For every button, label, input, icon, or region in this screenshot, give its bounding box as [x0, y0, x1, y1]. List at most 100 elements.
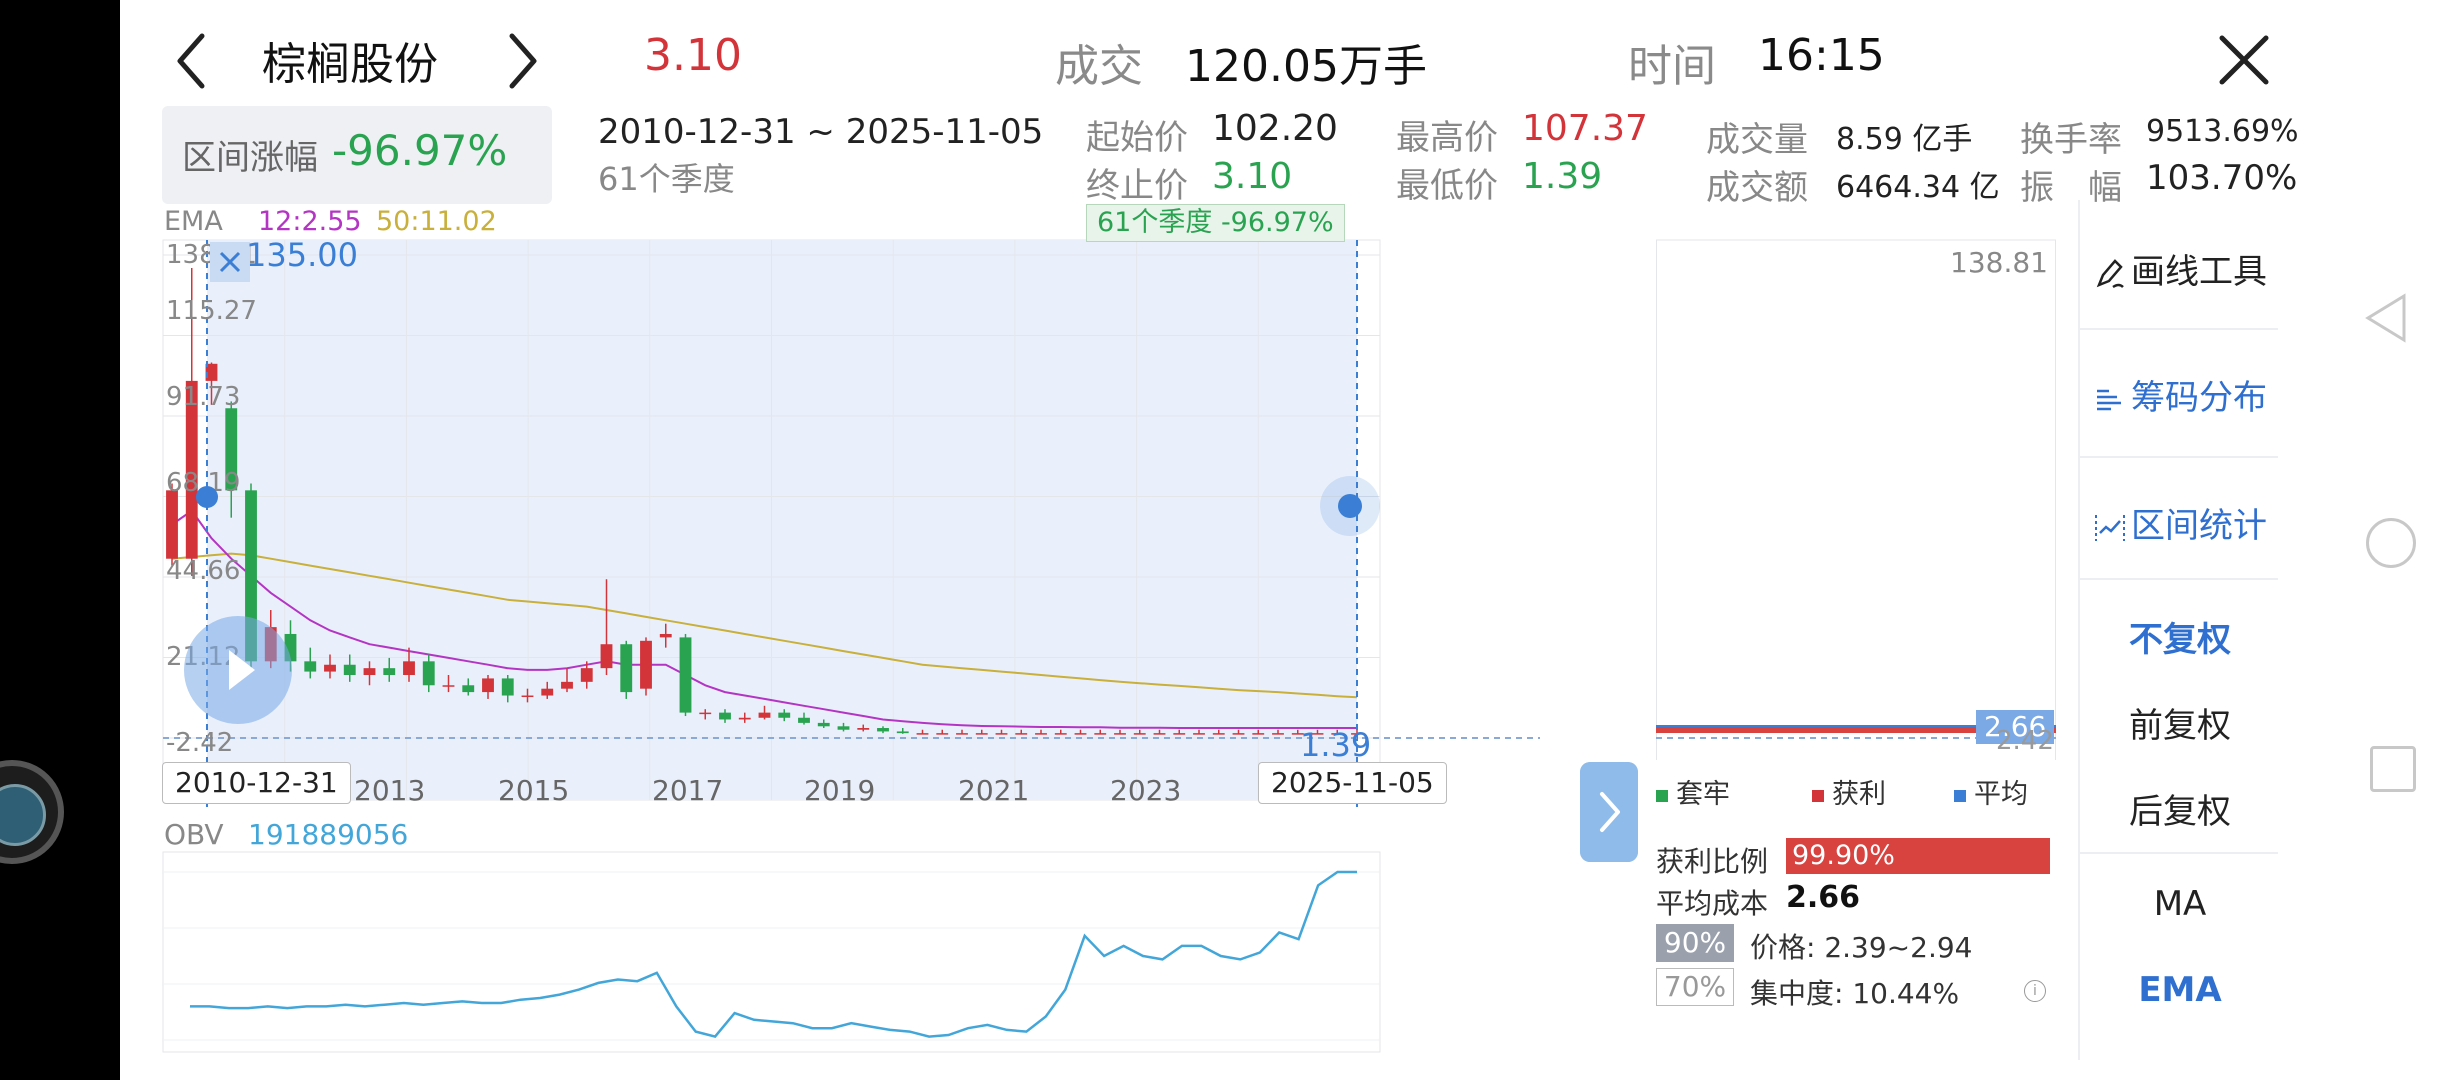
candle	[403, 647, 415, 682]
range-amount-value: 6464.34 亿	[1836, 170, 2000, 205]
nav-recent-apps-icon[interactable]	[2370, 746, 2416, 792]
side-panel	[2078, 200, 2282, 1060]
nav-back-icon[interactable]	[2362, 292, 2410, 344]
low-price-label: 最低价	[1396, 166, 1498, 206]
draw-tool-button[interactable]: 画线工具	[2080, 244, 2280, 293]
period-count: 61个季度	[598, 160, 735, 198]
ema50-value: 50:11.02	[376, 206, 497, 237]
forward-adjust-button[interactable]: 前复权	[2129, 706, 2231, 746]
candle	[620, 640, 633, 699]
avg-cost-label: 平均成本	[1656, 887, 1769, 920]
ema12-line	[171, 509, 1357, 729]
legend-profit: 获利	[1812, 772, 1886, 811]
amplitude-label: 振 幅	[2020, 168, 2122, 208]
stock-name: 棕榈股份	[262, 39, 438, 90]
info-icon[interactable]: i	[2024, 980, 2046, 1002]
chip-min-price: 2.42	[1996, 726, 2054, 756]
candle	[580, 661, 593, 689]
candle	[185, 268, 198, 576]
range-stats-button[interactable]: 区间统计	[2080, 498, 2280, 547]
candlestick-chart[interactable]	[160, 200, 1660, 1060]
candle	[1153, 729, 1166, 735]
candle	[600, 579, 613, 676]
period-dates: 2010-12-31 ~ 2025-11-05	[598, 112, 1044, 152]
range-stats-label: 区间统计	[2131, 506, 2267, 546]
end-date-box[interactable]: 2025-11-05	[1258, 762, 1447, 804]
nav-home-icon[interactable]	[2366, 518, 2416, 568]
x-tick: 2019	[804, 774, 876, 807]
candle	[1252, 729, 1265, 735]
ema-indicator-label[interactable]: EMA	[164, 206, 223, 237]
y-tick: 44.66	[166, 556, 241, 586]
amplitude-value: 103.70%	[2146, 158, 2298, 198]
chip-distribution-label: 筹码分布	[2131, 378, 2267, 418]
start-price-value: 102.20	[1212, 108, 1338, 149]
chip-distribution-button[interactable]: 筹码分布	[2080, 370, 2280, 419]
candle	[956, 729, 968, 735]
candle	[877, 726, 889, 734]
selection-range-area	[207, 240, 1357, 800]
x-tick: 2021	[958, 774, 1030, 807]
candle	[541, 681, 554, 699]
no-adjust-button[interactable]: 不复权	[2129, 620, 2231, 660]
chip-distribution-chart	[1656, 239, 2056, 760]
next-stock-chevron-right-icon[interactable]	[498, 26, 548, 96]
divider	[2080, 852, 2278, 854]
candle	[442, 675, 455, 693]
candle	[1311, 729, 1324, 735]
start-price-label: 起始价	[1086, 118, 1188, 158]
play-icon[interactable]	[184, 616, 292, 724]
x-tick: 2023	[1110, 774, 1182, 807]
obv-label[interactable]: OBV	[164, 818, 224, 851]
candle	[1054, 729, 1067, 735]
candle	[896, 728, 909, 734]
backward-adjust-button[interactable]: 后复权	[2129, 792, 2231, 832]
candle	[778, 709, 791, 722]
legend-average: 平均	[1954, 772, 2028, 811]
candle	[521, 688, 534, 703]
selection-end-handle[interactable]	[1320, 476, 1380, 536]
turnover-value: 9513.69%	[2146, 114, 2299, 149]
candle	[343, 654, 356, 682]
selection-close-icon[interactable]	[210, 242, 250, 282]
candle	[1015, 729, 1028, 735]
high-price-label: 最高价	[1396, 118, 1498, 158]
candle	[1193, 729, 1205, 735]
selection-start-handle[interactable]	[196, 486, 218, 508]
selection-low-label: 1.39	[1300, 726, 1372, 764]
candle	[1074, 729, 1087, 735]
candle	[995, 729, 1008, 735]
candle	[1114, 729, 1126, 735]
chip-current-price: 2.66	[1976, 710, 2055, 744]
ema-indicator-button[interactable]: EMA	[2138, 970, 2222, 1010]
turnover-label: 换手率	[2020, 120, 2122, 160]
prev-stock-chevron-left-icon[interactable]	[168, 26, 218, 96]
band-90-button[interactable]: 90%	[1656, 924, 1734, 962]
candle	[1094, 729, 1107, 735]
close-icon[interactable]	[2214, 30, 2274, 90]
candle	[1232, 729, 1245, 735]
range-volume-value: 8.59 亿手	[1836, 122, 1973, 157]
candle	[817, 719, 830, 729]
candle	[363, 661, 376, 686]
expand-chevron-right-icon[interactable]	[1580, 762, 1638, 862]
volume-label: 成交	[1055, 41, 1143, 92]
chip-max-price: 138.81	[1950, 246, 2048, 279]
candle	[324, 654, 336, 679]
range-change-label: 区间涨幅	[182, 138, 318, 178]
candle	[1035, 729, 1047, 735]
end-price-value: 3.10	[1212, 156, 1293, 197]
range-amount-label: 成交额	[1706, 168, 1808, 208]
candle	[482, 675, 494, 699]
current-price: 3.10	[644, 30, 742, 81]
chip-concentration: 集中度: 10.44%	[1750, 977, 1960, 1010]
candle	[304, 647, 317, 679]
start-date-box[interactable]: 2010-12-31	[162, 762, 351, 804]
candle	[383, 657, 396, 682]
ma-indicator-button[interactable]: MA	[2153, 884, 2207, 924]
candle	[1351, 729, 1363, 735]
chip-price-range: 价格: 2.39~2.94	[1750, 931, 1973, 964]
candle	[679, 633, 692, 717]
candle	[1291, 729, 1304, 735]
band-70-button[interactable]: 70%	[1656, 968, 1734, 1006]
